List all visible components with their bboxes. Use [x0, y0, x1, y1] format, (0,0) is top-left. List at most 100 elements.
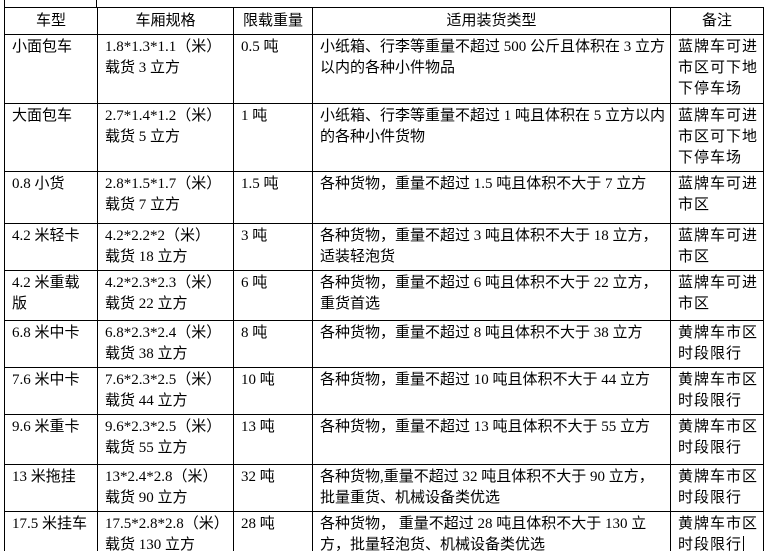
cell-remark[interactable]: 蓝牌车可进市区: [670, 223, 764, 271]
cell-vehicle-type[interactable]: 9.6 米重卡: [4, 414, 98, 465]
spec-dimensions-text: 4.2*2.3*2.3（米）: [105, 275, 222, 291]
cell-vehicle-type[interactable]: 0.8 小货: [4, 171, 98, 224]
load-limit-text: 13 吨: [241, 419, 275, 435]
cell-cargo-types[interactable]: 各种货物，重量不超过 8 吨且体积不大于 38 立方: [312, 320, 671, 368]
load-limit-text: 1 吨: [241, 108, 268, 124]
cell-cargo-types[interactable]: 各种货物，重量不超过 1.5 吨且体积不大于 7 立方: [312, 171, 671, 224]
spec-load-text: 载货 55 立方: [105, 440, 188, 456]
cell-load-limit[interactable]: 28 吨: [233, 511, 313, 551]
spec-dimensions-text: 7.6*2.3*2.5（米）: [105, 372, 222, 388]
cell-load-limit[interactable]: 3 吨: [233, 223, 313, 271]
cell-remark[interactable]: 蓝牌车可进市区: [670, 171, 764, 224]
spec-dimensions-text: 1.8*1.3*1.1（米）: [105, 39, 222, 55]
cell-cargo-types[interactable]: 各种货物，重量不超过 6 吨且体积不大于 22 立方，重货首选: [312, 270, 671, 321]
table-row: 13 米拖挂 13*2.4*2.8（米） 载货 90 立方 32 吨 各种货物,重…: [4, 464, 764, 512]
load-limit-text: 28 吨: [241, 516, 275, 532]
header-vehicle-type[interactable]: 车型: [4, 7, 98, 35]
load-limit-text: 32 吨: [241, 469, 275, 485]
cell-cargo-types[interactable]: 各种货物， 重量不超过 28 吨且体积不大于 130 立方，批量轻泡货、机械设备…: [312, 511, 671, 551]
cargo-types-text: 各种货物，重量不超过 8 吨且体积不大于 38 立方: [320, 325, 643, 341]
spec-load-text: 载货 18 立方: [105, 249, 188, 265]
cell-box-spec[interactable]: 4.2*2.2*2（米） 载货 18 立方: [97, 223, 234, 271]
cell-vehicle-type[interactable]: 4.2 米重载版: [4, 270, 98, 321]
header-remark[interactable]: 备注: [670, 7, 764, 35]
cell-cargo-types[interactable]: 各种货物，重量不超过 13 吨且体积不大于 55 立方: [312, 414, 671, 465]
table-row: 17.5 米挂车 17.5*2.8*2.8（米） 载货 130 立方 28 吨 各…: [4, 511, 764, 551]
cell-remark[interactable]: 黄牌车市区时段限行: [670, 320, 764, 368]
header-label: 适用装货类型: [446, 12, 537, 29]
cell-load-limit[interactable]: 6 吨: [233, 270, 313, 321]
spec-dimensions-text: 2.7*1.4*1.2（米）: [105, 108, 222, 124]
cell-load-limit[interactable]: 13 吨: [233, 414, 313, 465]
remark-text: 黄牌车市区时段限行: [678, 372, 759, 409]
cell-vehicle-type[interactable]: 17.5 米挂车: [4, 511, 98, 551]
cell-vehicle-type[interactable]: 小面包车: [4, 34, 98, 104]
header-label: 备注: [701, 12, 732, 29]
cell-cargo-types[interactable]: 各种货物,重量不超过 32 吨且体积不大于 90 立方，批量重货、机械设备类优选: [312, 464, 671, 512]
cell-box-spec[interactable]: 2.8*1.5*1.7（米） 载货 7 立方: [97, 171, 234, 224]
cell-box-spec[interactable]: 7.6*2.3*2.5（米） 载货 44 立方: [97, 367, 234, 415]
spec-dimensions-text: 9.6*2.3*2.5（米）: [105, 419, 222, 435]
header-box-spec[interactable]: 车厢规格: [97, 7, 234, 35]
cell-cargo-types[interactable]: 各种货物，重量不超过 10 吨且体积不大于 44 立方: [312, 367, 671, 415]
cell-load-limit[interactable]: 32 吨: [233, 464, 313, 512]
cell-load-limit[interactable]: 10 吨: [233, 367, 313, 415]
cell-cargo-types[interactable]: 小纸箱、行李等重量不超过 500 公斤且体积在 3 立方以内的各种小件物品: [312, 34, 671, 104]
cell-cargo-types[interactable]: 小纸箱、行李等重量不超过 1 吨且体积在 5 立方以内的各种小件货物: [312, 103, 671, 172]
spec-dimensions-text: 4.2*2.2*2（米）: [105, 228, 211, 244]
cell-remark[interactable]: 蓝牌车可进市区可下地下停车场: [670, 34, 764, 104]
remark-text: 蓝牌车可进市区可下地下停车场: [678, 39, 759, 97]
vehicle-type-text: 17.5 米挂车: [12, 516, 88, 532]
remark-text: 蓝牌车可进市区: [678, 275, 759, 312]
table-row: 小面包车 1.8*1.3*1.1（米） 载货 3 立方 0.5 吨 小纸箱、行李等…: [4, 34, 764, 104]
load-limit-text: 0.5 吨: [241, 39, 279, 55]
spec-load-text: 载货 22 立方: [105, 296, 188, 312]
cell-load-limit[interactable]: 1.5 吨: [233, 171, 313, 224]
cell-vehicle-type[interactable]: 4.2 米轻卡: [4, 223, 98, 271]
cell-vehicle-type[interactable]: 7.6 米中卡: [4, 367, 98, 415]
cell-box-spec[interactable]: 17.5*2.8*2.8（米） 载货 130 立方: [97, 511, 234, 551]
text-cursor: [743, 536, 745, 551]
border-remnant-line: [96, 0, 97, 8]
vehicle-type-text: 大面包车: [12, 108, 73, 124]
cell-load-limit[interactable]: 8 吨: [233, 320, 313, 368]
cell-box-spec[interactable]: 4.2*2.3*2.3（米） 载货 22 立方: [97, 270, 234, 321]
cell-cargo-types[interactable]: 各种货物，重量不超过 3 吨且体积不大于 18 立方，适装轻泡货: [312, 223, 671, 271]
cell-vehicle-type[interactable]: 6.8 米中卡: [4, 320, 98, 368]
spec-dimensions-text: 2.8*1.5*1.7（米）: [105, 176, 222, 192]
cargo-types-text: 各种货物， 重量不超过 28 吨且体积不大于 130 立方，批量轻泡货、机械设备…: [320, 516, 647, 551]
table-row: 4.2 米重载版 4.2*2.3*2.3（米） 载货 22 立方 6 吨 各种货物…: [4, 270, 764, 321]
vehicle-type-text: 小面包车: [12, 39, 73, 55]
header-load-limit[interactable]: 限载重量: [233, 7, 313, 35]
cell-box-spec[interactable]: 9.6*2.3*2.5（米） 载货 55 立方: [97, 414, 234, 465]
header-row: 车型 车厢规格 限载重量 适用装货类型 备注: [4, 7, 764, 35]
cell-vehicle-type[interactable]: 13 米拖挂: [4, 464, 98, 512]
cell-remark[interactable]: 蓝牌车可进市区: [670, 270, 764, 321]
cargo-types-text: 各种货物，重量不超过 1.5 吨且体积不大于 7 立方: [320, 176, 647, 192]
cell-box-spec[interactable]: 1.8*1.3*1.1（米） 载货 3 立方: [97, 34, 234, 104]
remark-text: 黄牌车市区时段限行: [678, 419, 759, 456]
cell-remark[interactable]: 蓝牌车可进市区可下地下停车场: [670, 103, 764, 172]
vehicle-type-text: 4.2 米轻卡: [12, 228, 80, 244]
spec-load-text: 载货 3 立方: [105, 60, 181, 76]
cell-remark[interactable]: 黄牌车市区时段限行: [670, 367, 764, 415]
cargo-types-text: 各种货物，重量不超过 3 吨且体积不大于 18 立方，适装轻泡货: [320, 228, 658, 265]
cell-load-limit[interactable]: 0.5 吨: [233, 34, 313, 104]
cell-box-spec[interactable]: 13*2.4*2.8（米） 载货 90 立方: [97, 464, 234, 512]
cell-box-spec[interactable]: 6.8*2.3*2.4（米） 载货 38 立方: [97, 320, 234, 368]
cell-remark[interactable]: 黄牌车市区时段限行: [670, 414, 764, 465]
spec-dimensions-text: 6.8*2.3*2.4（米）: [105, 325, 222, 341]
vehicle-spec-table: 车型 车厢规格 限载重量 适用装货类型 备注 小面包车 1.8*1.3*1.1（…: [4, 7, 764, 551]
spec-load-text: 载货 5 立方: [105, 129, 181, 145]
cell-remark[interactable]: 黄牌车市区时段限行: [670, 464, 764, 512]
remark-text: 蓝牌车可进市区可下地下停车场: [678, 108, 759, 166]
spec-load-text: 载货 38 立方: [105, 346, 188, 362]
cell-load-limit[interactable]: 1 吨: [233, 103, 313, 172]
load-limit-text: 10 吨: [241, 372, 275, 388]
cargo-types-text: 各种货物,重量不超过 32 吨且体积不大于 90 立方，批量重货、机械设备类优选: [320, 469, 654, 506]
header-cargo-type[interactable]: 适用装货类型: [312, 7, 671, 35]
cell-vehicle-type[interactable]: 大面包车: [4, 103, 98, 172]
vehicle-type-text: 4.2 米重载版: [12, 275, 80, 312]
cell-box-spec[interactable]: 2.7*1.4*1.2（米） 载货 5 立方: [97, 103, 234, 172]
cell-remark[interactable]: 黄牌车市区时段限行: [670, 511, 764, 551]
